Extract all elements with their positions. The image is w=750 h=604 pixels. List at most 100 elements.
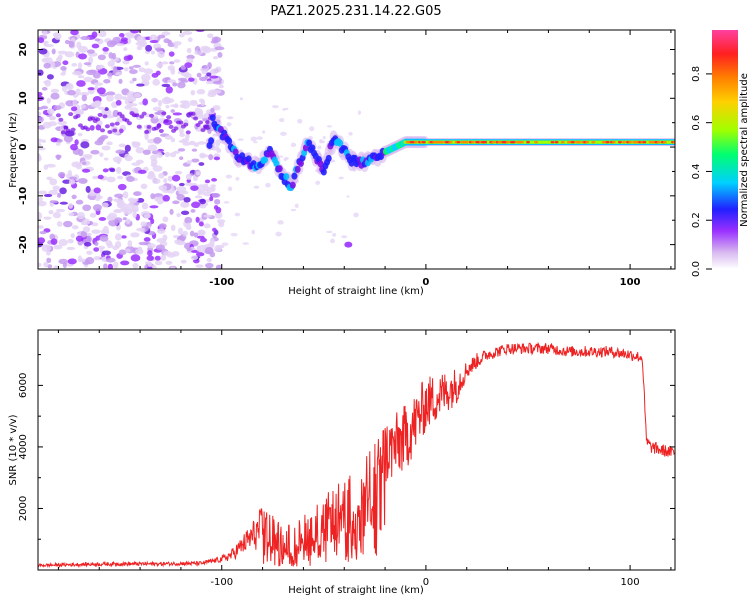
spectrogram-noise-blob	[93, 82, 104, 86]
spectrogram-noise-blob	[38, 190, 48, 195]
spectrogram-noise-blob	[115, 166, 122, 174]
spectrogram-ridge-blob	[291, 172, 298, 180]
spectrogram-noise-blob	[72, 99, 78, 107]
spectrogram-noise-blob	[235, 176, 240, 181]
spectrogram-noise-blob	[185, 133, 190, 140]
spectrogram-noise-blob	[280, 131, 287, 136]
spectrogram-noise-blob	[106, 40, 116, 48]
spectrogram-noise-blob	[210, 68, 218, 75]
spectrogram-noise-blob	[71, 62, 78, 67]
spectrogram-noise-blob	[147, 144, 158, 152]
spectrogram-noise-blob	[189, 101, 198, 106]
spectrogram-noise-blob	[38, 111, 42, 117]
spectrogram-noise-blob	[187, 37, 193, 43]
spectrogram-noise-blob	[140, 221, 147, 227]
spectrogram-noise-blob	[70, 30, 79, 36]
spectrogram-noise-blob	[68, 40, 75, 48]
spectrogram-noise-blob	[106, 242, 114, 249]
spectrogram-noise-blob	[149, 205, 159, 209]
spectrogram-noise-blob	[99, 152, 104, 157]
spectrogram-noise-blob	[94, 197, 101, 202]
chart-title: PAZ1.2025.231.14.22.G05	[270, 4, 441, 19]
spectrogram-noise-blob	[215, 264, 222, 269]
colorbar-tick-label: 0.0	[691, 261, 702, 277]
spectrogram-noise-blob	[46, 257, 52, 264]
spectrogram-noise-blob	[182, 141, 191, 146]
spectrogram-noise-blob	[326, 125, 333, 128]
spectrogram-noise-blob	[151, 264, 157, 269]
spectrogram-noise-blob	[195, 216, 200, 223]
spectrogram-noise-blob	[114, 209, 121, 213]
snr-y-tick-label: 6000	[18, 373, 29, 398]
spectrogram-noise-blob	[174, 239, 182, 245]
spectrogram-noise-blob	[178, 182, 185, 187]
spectrogram-noise-blob	[167, 79, 177, 84]
spectrogram-noise-blob	[191, 148, 198, 152]
spectrogram-y-tick-label: 10	[18, 91, 29, 105]
spectrogram-noise-blob	[101, 145, 111, 151]
spectrogram-ridge-peak	[456, 140, 461, 144]
spectrogram-noise-blob	[106, 114, 115, 119]
spectrogram-noise-blob	[309, 126, 315, 132]
spectrogram-ridge-peak	[519, 140, 524, 144]
spectrogram-noise-blob	[161, 31, 171, 36]
spectrogram-noise-blob	[221, 242, 229, 246]
spectrogram-noise-blob	[147, 173, 156, 180]
spectrogram-band-blob	[139, 114, 145, 119]
colorbar-tick-label: 0.8	[691, 66, 702, 82]
spectrogram-ridge-peak	[605, 140, 610, 144]
spectrogram-noise-blob	[57, 50, 68, 55]
spectrogram-noise-blob	[122, 59, 130, 65]
spectrogram-noise-blob	[172, 112, 183, 116]
spectrogram-noise-blob	[205, 80, 215, 85]
spectrogram-noise-blob	[38, 196, 43, 202]
spectrogram-noise-blob	[85, 185, 91, 193]
spectrogram-noise-blob	[297, 118, 303, 124]
spectrogram-noise-blob	[193, 232, 199, 238]
spectrogram-band-blob	[104, 124, 110, 129]
spectrogram-noise-blob	[208, 154, 214, 161]
spectrogram-noise-blob	[122, 217, 127, 221]
spectrogram-noise-blob	[63, 135, 73, 143]
spectrogram-noise-blob	[161, 83, 171, 88]
spectrogram-noise-blob	[177, 227, 183, 235]
spectrogram-band-blob	[163, 118, 169, 123]
spectrogram-noise-blob	[198, 98, 205, 103]
spectrogram-y-tick-label: -20	[18, 236, 29, 254]
spectrogram-noise-blob	[106, 176, 116, 183]
spectrogram-noise-blob	[132, 262, 139, 269]
spectrogram-noise-blob	[170, 224, 176, 232]
spectrogram-ridge-blob	[306, 139, 313, 147]
spectrogram-noise-blob	[44, 79, 52, 87]
spectrogram-noise-blob	[132, 64, 142, 68]
spectrogram-band-blob	[109, 122, 115, 127]
spectrogram-noise-blob	[76, 41, 82, 49]
spectrogram-noise-blob	[124, 98, 130, 105]
spectrogram-noise-blob	[52, 185, 60, 191]
spectrogram-noise-blob	[132, 211, 137, 219]
spectrogram-noise-blob	[38, 153, 41, 161]
spectrogram-noise-blob	[204, 179, 211, 184]
spectrogram-noise-blob	[210, 184, 217, 188]
spectrogram-noise-blob	[150, 158, 158, 166]
spectrogram-noise-blob	[180, 259, 187, 264]
spectrogram-noise-blob	[88, 69, 98, 74]
spectrogram-band-blob	[190, 111, 196, 116]
spectrogram-noise-blob	[114, 241, 122, 249]
spectrogram-noise-blob	[130, 30, 140, 34]
snr-x-ticks: -100 0 100	[57, 330, 672, 588]
spectrogram-noise-blob	[185, 173, 192, 180]
spectrogram-ridge-peak	[642, 140, 647, 144]
spectrogram-noise-blob	[83, 76, 93, 83]
spectrogram-noise-blob	[177, 81, 186, 89]
spectrogram-noise-blob	[214, 46, 225, 51]
spectrogram-noise-blob	[89, 212, 97, 218]
snr-y-ticks: 2000 4000 6000	[18, 354, 675, 540]
spectrogram-noise-blob	[218, 221, 225, 228]
spectrogram-noise-blob	[67, 170, 72, 176]
spectrogram-noise-blob	[75, 199, 84, 205]
spectrogram-noise-blob	[198, 76, 208, 82]
spectrogram-noise-blob	[212, 227, 217, 232]
spectrogram-noise-blob	[170, 104, 179, 108]
